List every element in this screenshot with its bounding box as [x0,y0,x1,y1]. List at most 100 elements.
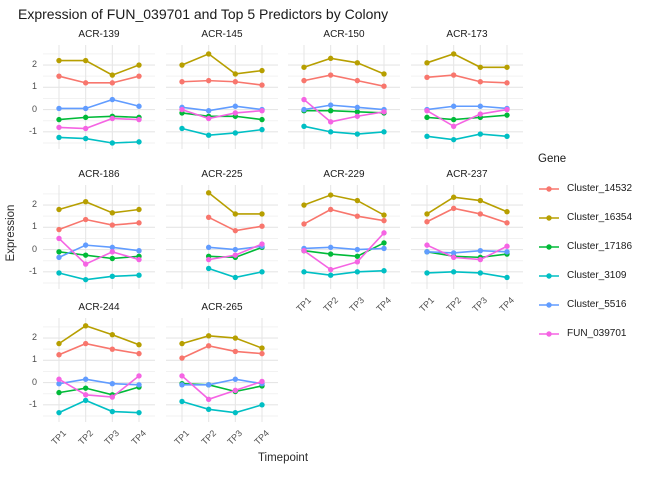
data-point [56,206,62,213]
data-point [136,62,142,68]
data-point [205,343,212,349]
x-tick-label: TP3 [225,428,245,447]
series-line [181,105,263,112]
series-line [181,79,263,86]
facet-panel: ACR-225 [166,169,278,289]
data-point [450,72,457,78]
data-point [424,249,430,255]
series-line [426,53,508,69]
data-point [205,132,212,138]
data-point [504,80,510,86]
data-point [109,140,116,146]
data-point [477,111,484,117]
data-point [477,247,484,254]
data-point [450,116,457,123]
data-point [232,246,239,253]
data-point [205,265,212,272]
data-point [109,210,116,216]
data-point [232,227,239,234]
legend-item: Cluster_5516 [538,290,632,319]
data-point [56,254,62,261]
y-tick-label: 0 [31,103,37,114]
facet-title: ACR-150 [323,29,365,40]
legend-key-icon [539,243,559,250]
series-line [58,251,140,260]
data-point [327,206,334,213]
data-point [232,376,239,382]
data-point [232,110,239,116]
series-line [303,125,385,135]
data-point [259,126,265,133]
data-point [56,376,62,382]
data-point [504,209,510,215]
data-point [136,256,142,263]
data-point [179,355,185,361]
data-point [259,67,265,74]
series-line [181,375,263,401]
data-point [136,220,142,226]
data-point [82,261,89,267]
data-point [109,332,116,338]
data-point [179,79,185,85]
data-point [82,57,89,64]
series-line [303,246,385,251]
data-point [56,380,62,387]
series-line [58,117,140,130]
data-point [354,109,361,115]
data-point [205,256,212,263]
x-tick-label: TP1 [172,428,192,447]
data-point [56,124,62,131]
data-point [179,398,185,405]
series-line [58,342,140,356]
data-point [259,269,265,275]
data-point [504,220,510,226]
y-tick-label: 2 [31,199,37,210]
facet-title: ACR-244 [78,302,120,313]
data-point [381,245,387,252]
data-point [354,253,361,259]
facet-plot [288,45,400,149]
data-point [232,211,239,217]
data-point [56,235,62,242]
data-point [259,211,265,217]
data-point [179,340,185,347]
data-point [259,107,265,114]
data-point [205,214,212,220]
facet-plot [411,45,523,149]
data-point [82,376,89,382]
facet-panel: ACR-244 [43,302,155,422]
data-point [82,199,89,205]
facet-panel: ACR-145 [166,29,278,149]
series-line [303,98,385,123]
legend-key-point [546,272,552,279]
legend-title: Gene [538,153,567,165]
data-point [136,247,142,254]
data-point [504,274,510,281]
data-point [424,74,430,80]
data-point [327,129,334,135]
data-point [205,51,212,57]
facet-title: ACR-145 [201,29,243,40]
series-line [58,324,140,346]
x-tick-label: TP2 [75,428,95,447]
data-point [381,71,387,77]
series-line [58,200,140,214]
series-line [58,399,140,414]
data-point [136,139,142,145]
x-tick-label: TP4 [374,295,394,314]
series-line [181,345,263,359]
x-tick-label: TP1 [294,295,314,314]
data-point [179,62,185,68]
data-point [301,221,307,227]
series-line [303,74,385,87]
data-point [205,382,212,388]
data-point [136,73,142,79]
data-point [381,129,387,135]
data-point [424,114,430,121]
data-point [82,216,89,223]
series-line [303,208,385,225]
x-tick-label: TP4 [252,428,272,447]
data-point [109,249,116,255]
data-point [56,389,62,396]
data-point [424,60,430,66]
